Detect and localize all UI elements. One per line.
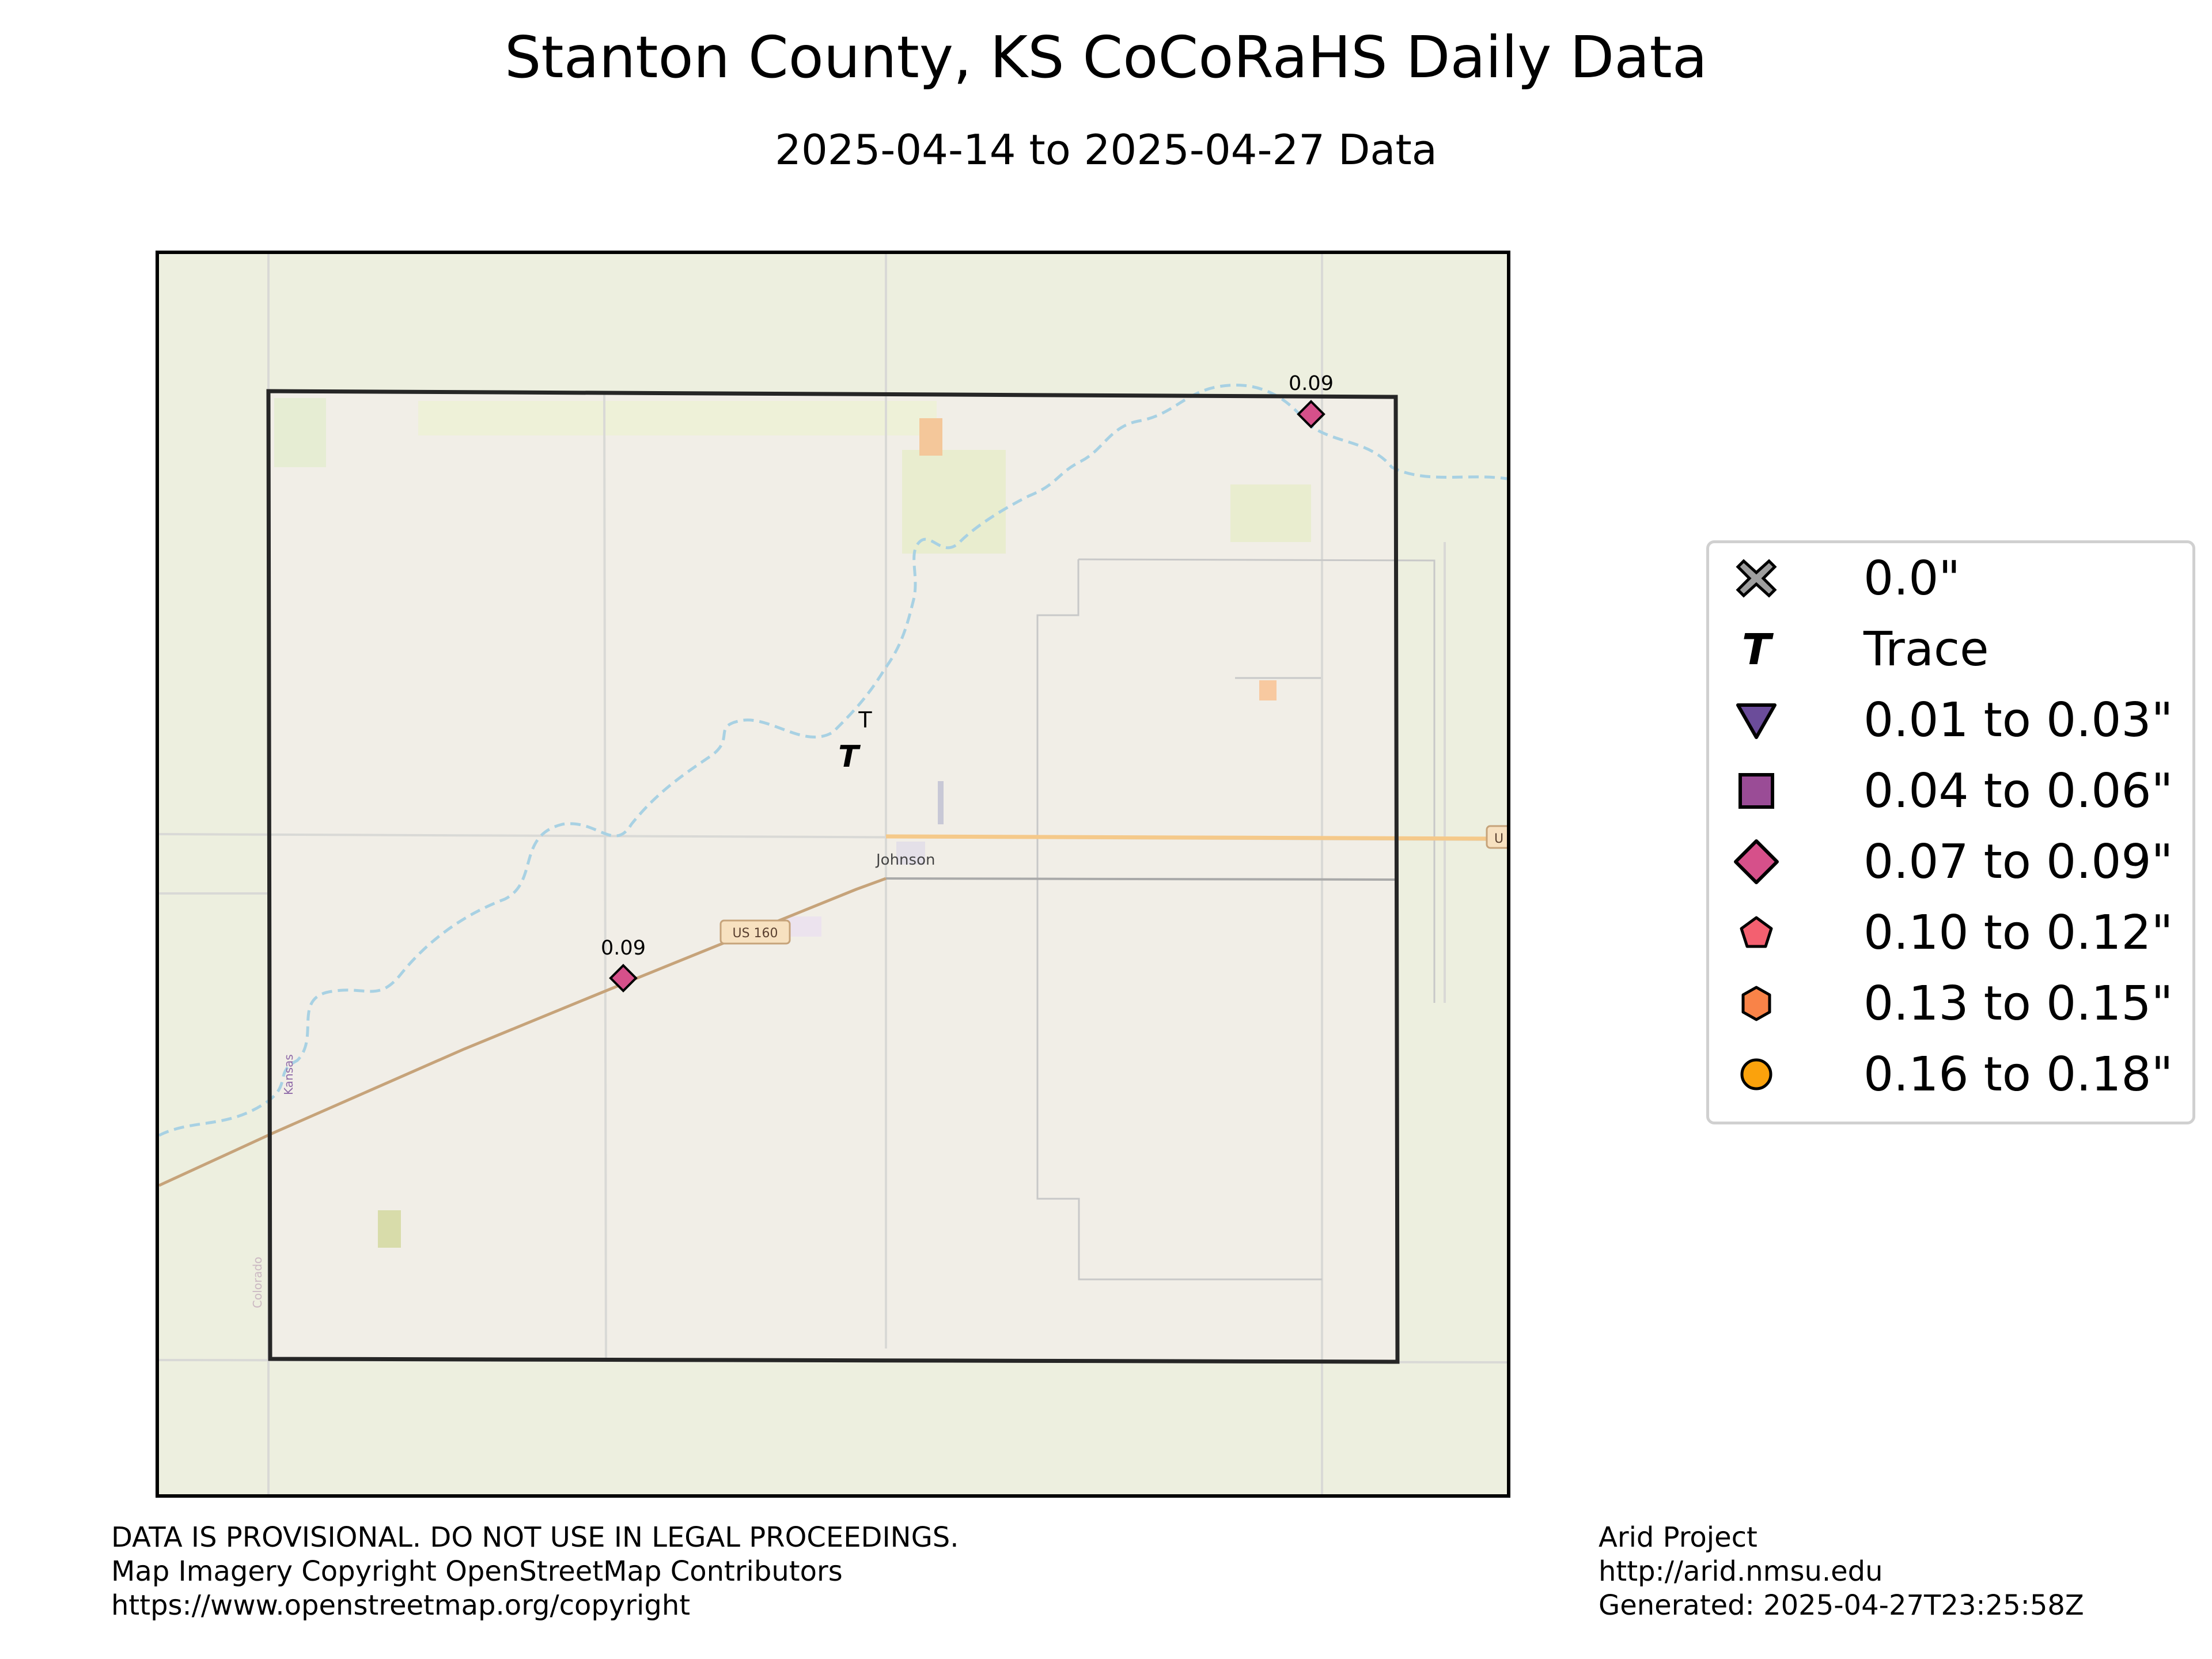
land-patch (418, 401, 937, 435)
land-patch (902, 450, 1006, 554)
svg-text:T: T (1742, 626, 1774, 672)
legend-item: T Trace (1709, 614, 2192, 685)
legend-item: 0.01 to 0.03" (1709, 685, 2192, 756)
us-160-shield-label: US 160 (732, 926, 778, 941)
land-patch (938, 781, 944, 824)
town-label: Johnson (875, 851, 935, 869)
diamond-icon (1734, 839, 1779, 884)
us-160-shield: US 160 (719, 919, 791, 945)
diamond-icon (1297, 400, 1325, 429)
disclaimer-text: DATA IS PROVISIONAL. DO NOT USE IN LEGAL… (111, 1521, 959, 1554)
legend-item: 0.04 to 0.06" (1709, 756, 2192, 827)
neighbor-state-label: Colorado (251, 1257, 264, 1308)
station-value-label: 0.09 (1289, 372, 1334, 395)
copyright-text: Map Imagery Copyright OpenStreetMap Cont… (111, 1555, 843, 1588)
legend-label: 0.13 to 0.15" (1863, 976, 2173, 1031)
county-area (268, 391, 1397, 1362)
legend-label: Trace (1863, 622, 1989, 677)
county-road (885, 877, 1398, 881)
project-url[interactable]: http://arid.nmsu.edu (1599, 1555, 1883, 1588)
trace-t-marker: T (838, 740, 861, 774)
t-letter-icon: T (1742, 626, 1774, 672)
project-name: Arid Project (1599, 1521, 1758, 1554)
diamond-icon (609, 964, 638, 993)
station-marker[interactable]: T T (838, 707, 872, 774)
legend-label: 0.0" (1863, 551, 1961, 606)
legend-label: 0.16 to 0.18" (1863, 1047, 2173, 1102)
pentagon-icon (1740, 916, 1773, 948)
land-patch (1230, 484, 1311, 542)
x-cross-icon (1736, 559, 1777, 598)
station-marker[interactable]: 0.09 (601, 937, 646, 993)
land-patch (1259, 680, 1277, 700)
us-160-highway (159, 877, 887, 1187)
map-canvas[interactable]: Johnson US 160 U Kansas Colorado 0.09 0.… (159, 254, 1507, 1494)
triangle-down-icon (1736, 703, 1777, 739)
generated-timestamp: Generated: 2025-04-27T23:25:58Z (1599, 1589, 2084, 1622)
land-patch (274, 398, 326, 467)
square-icon (1738, 773, 1774, 809)
legend-item: 0.13 to 0.15" (1709, 968, 2192, 1039)
station-value-label: 0.09 (601, 937, 646, 960)
land-patch (919, 418, 942, 456)
state-label: Kansas (282, 1054, 296, 1095)
legend-item: 0.0" (1709, 543, 2192, 614)
footer-disclaimer: DATA IS PROVISIONAL. DO NOT USE IN LEGAL… (111, 1521, 959, 1623)
page-subtitle: 2025-04-14 to 2025-04-27 Data (775, 126, 1437, 174)
legend-item: 0.10 to 0.12" (1709, 897, 2192, 968)
map-panel[interactable]: Johnson US 160 U Kansas Colorado 0.09 0.… (156, 251, 1510, 1498)
legend-label: 0.04 to 0.06" (1863, 764, 2173, 819)
land-patch (896, 842, 925, 865)
copyright-url[interactable]: https://www.openstreetmap.org/copyright (111, 1589, 691, 1622)
county-boundary (266, 389, 1400, 1364)
boundary-line (1078, 558, 1435, 1003)
land-patch (787, 916, 821, 937)
page-title: Stanton County, KS CoCoRaHS Daily Data (504, 24, 1708, 91)
legend-label: 0.01 to 0.03" (1863, 693, 2173, 748)
station-value-label: T (858, 707, 872, 733)
edge-shield: U (1486, 825, 1507, 849)
station-marker[interactable]: 0.09 (1289, 372, 1334, 429)
footer-credits: Arid Project http://arid.nmsu.edu Genera… (1599, 1521, 2084, 1623)
hexagon-icon (1741, 986, 1771, 1021)
legend: 0.0" T Trace 0.01 to 0.03" 0.04 to 0.06"… (1706, 540, 2195, 1124)
boundary-line (1036, 559, 1322, 1281)
legend-label: 0.10 to 0.12" (1863, 906, 2173, 960)
legend-label: 0.07 to 0.09" (1863, 835, 2173, 889)
land-patch (378, 1210, 401, 1248)
legend-item: 0.16 to 0.18" (1709, 1039, 2192, 1110)
edge-shield-label: U (1494, 832, 1503, 846)
legend-item: 0.07 to 0.09" (1709, 827, 2192, 897)
state-road (885, 834, 1507, 841)
circle-icon (1740, 1058, 1772, 1090)
